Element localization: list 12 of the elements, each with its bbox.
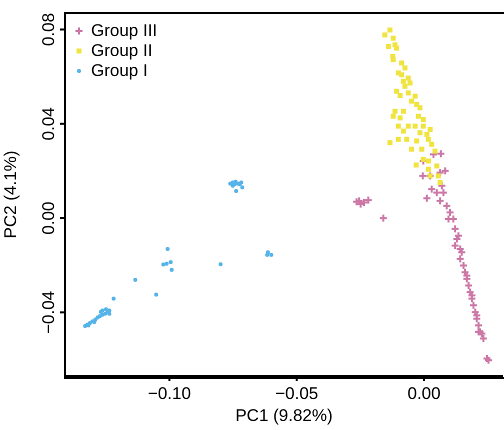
x-tick-label: 0.00 <box>408 384 441 403</box>
y-tick-label: 0.08 <box>39 12 58 46</box>
x-axis-title: PC1 (9.82%) <box>235 406 333 425</box>
y-tick-label: −0.04 <box>39 290 58 334</box>
x-tick-label: −0.10 <box>148 384 191 403</box>
legend-label: Group III <box>91 21 158 41</box>
x-tick-label: −0.05 <box>275 384 318 403</box>
legend-label: Group II <box>91 41 152 61</box>
y-tick-label: 0.00 <box>39 202 58 235</box>
y-tick-label: 0.04 <box>39 107 58 140</box>
legend-label: Group I <box>91 61 148 81</box>
y-axis-title: PC2 (4.1%) <box>1 150 20 238</box>
